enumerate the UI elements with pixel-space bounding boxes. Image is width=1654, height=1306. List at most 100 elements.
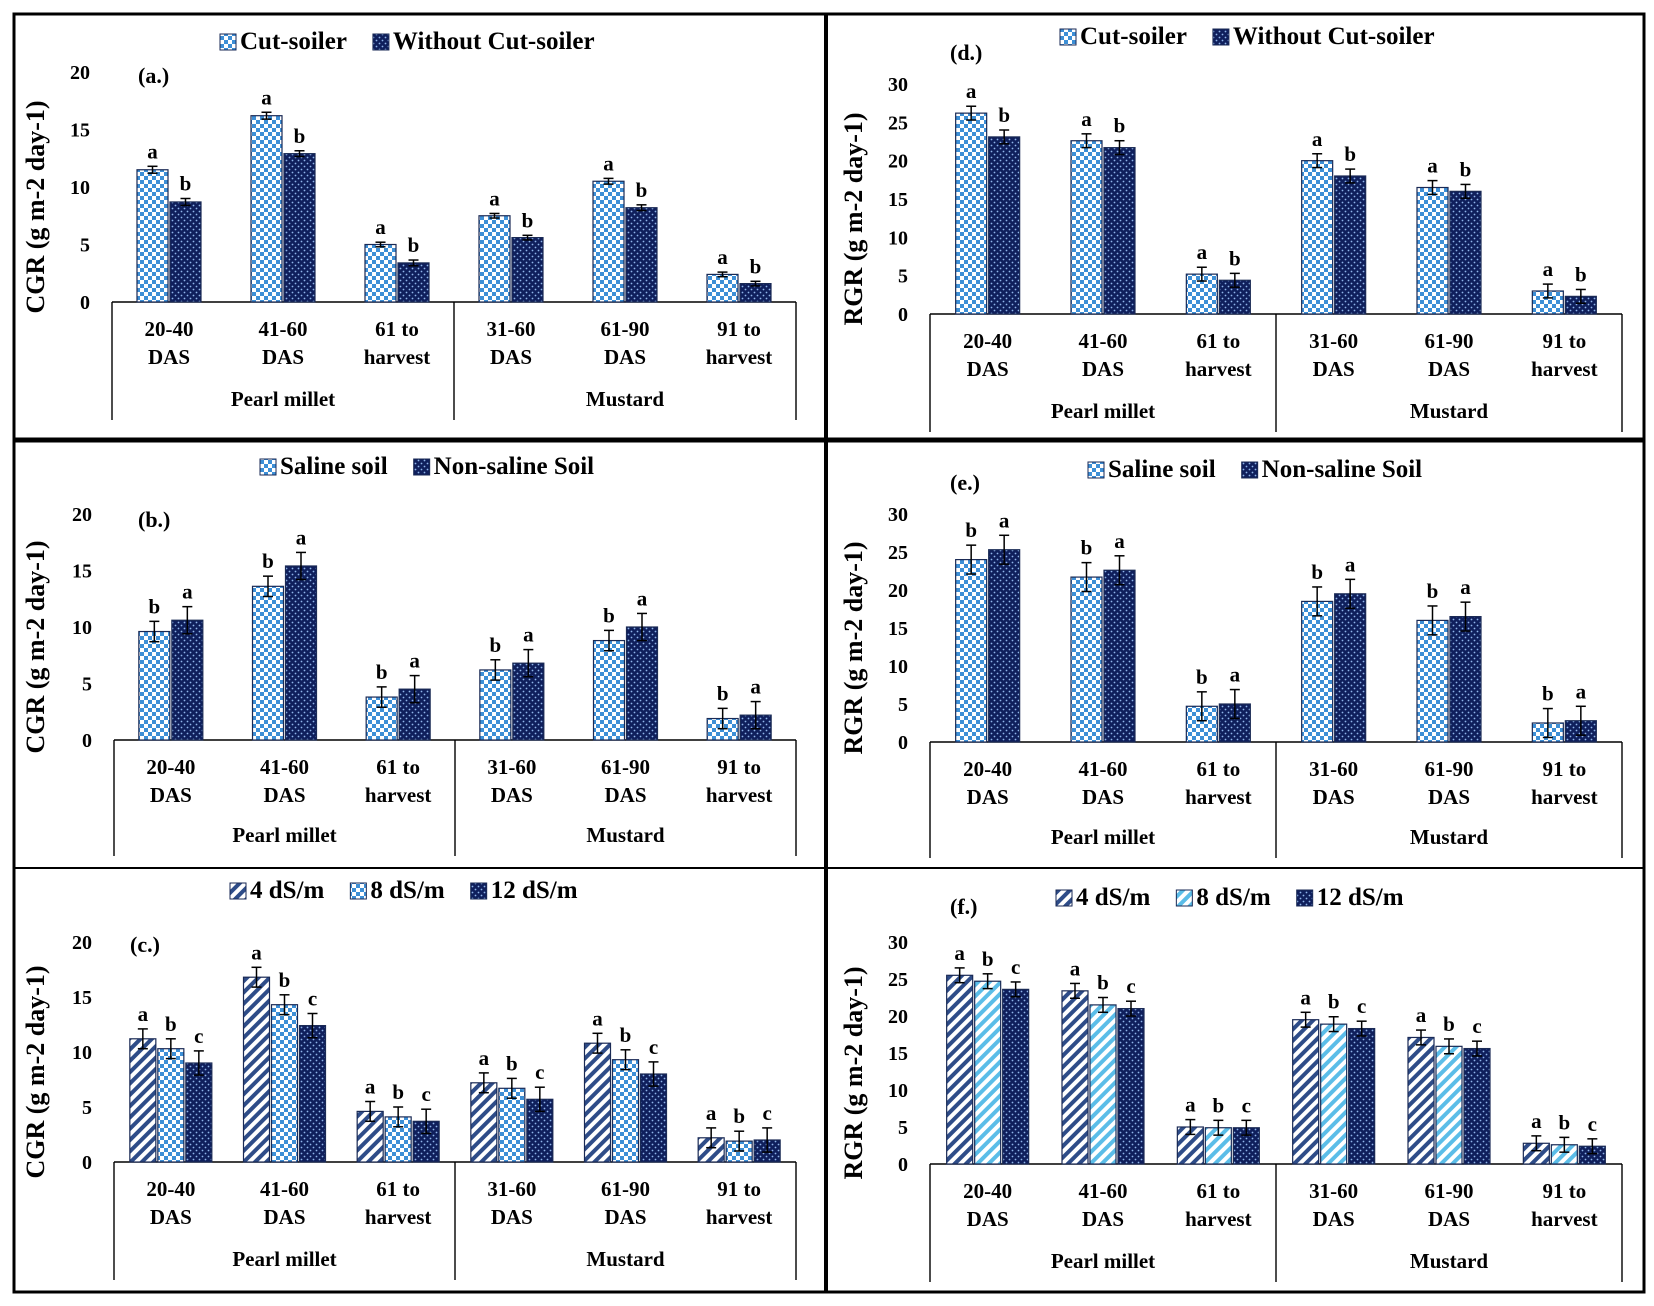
category-label: 61-90 [601, 1177, 650, 1201]
category-label: 20-40 [963, 757, 1012, 781]
legend-swatch [229, 882, 247, 900]
bar [270, 1004, 299, 1163]
significance-letter: b [148, 594, 160, 618]
y-tick-label: 5 [80, 235, 90, 257]
bar [364, 243, 397, 303]
category-label: 31-60 [1309, 329, 1358, 353]
significance-letter: a [954, 941, 965, 965]
legend-entry: 12 dS/m [491, 877, 578, 904]
significance-letter: a [1185, 1093, 1196, 1117]
bar [129, 1038, 157, 1163]
figure-frame [12, 12, 1646, 1294]
legend-entry: Non-saline Soil [1262, 456, 1423, 483]
bar [251, 585, 285, 741]
category-label: harvest [1185, 357, 1252, 381]
significance-letter: a [1345, 552, 1356, 576]
bar [639, 1073, 668, 1163]
significance-letter: b [1460, 157, 1472, 181]
significance-letter: a [966, 79, 977, 103]
group-label: Mustard [586, 387, 664, 411]
legend-swatch [413, 458, 431, 476]
category-label: harvest [364, 345, 431, 369]
y-tick-label: 0 [898, 304, 908, 326]
bar [1117, 1007, 1145, 1165]
significance-letter: b [1558, 1110, 1570, 1134]
bar [397, 262, 430, 303]
significance-letter: a [603, 151, 614, 175]
significance-letter: c [1357, 994, 1366, 1018]
category-label: harvest [1185, 1207, 1252, 1231]
y-axis-label: RGR (g m-2 day-1) [839, 112, 868, 325]
significance-letter: b [1114, 114, 1126, 138]
category-label: 31-60 [1309, 757, 1358, 781]
legend-swatch [1059, 28, 1077, 46]
legend-swatch [1241, 461, 1259, 479]
significance-letter: a [717, 245, 728, 269]
category-label: 41-60 [1079, 1179, 1128, 1203]
bar [955, 558, 988, 743]
category-label: DAS [491, 783, 533, 807]
category-label: DAS [967, 785, 1009, 809]
chart-panel-d: 0 5 10 15 20 25 30 RGR (g m-2 day-1) Pearl mille… [839, 23, 1623, 432]
bar [185, 1062, 213, 1163]
bar [625, 207, 658, 303]
chart-panel-f: 0 5 10 15 20 25 30 RGR (g m-2 day-1) Pearl mille… [839, 884, 1623, 1282]
significance-letter: b [982, 947, 994, 971]
y-tick-label: 15 [888, 189, 908, 211]
legend-entry: 12 dS/m [1317, 884, 1404, 911]
category-label: 20-40 [146, 755, 195, 779]
category-label: harvest [1531, 357, 1598, 381]
category-label: harvest [1185, 785, 1252, 809]
significance-letter: b [965, 518, 977, 542]
significance-letter: b [262, 549, 274, 573]
y-tick-label: 10 [888, 1080, 908, 1102]
bar [583, 1042, 612, 1163]
category-label: DAS [604, 1205, 646, 1229]
category-label: harvest [1531, 785, 1598, 809]
category-label: 61 to [376, 1177, 420, 1201]
y-tick-label: 10 [72, 1042, 92, 1064]
group-label: Mustard [586, 1247, 664, 1271]
bar [470, 1082, 498, 1163]
category-label: 20-40 [963, 1179, 1012, 1203]
category-label: 61-90 [1425, 329, 1474, 353]
significance-letter: b [392, 1080, 404, 1104]
bar [1301, 600, 1334, 743]
significance-letter: a [365, 1075, 376, 1099]
significance-letter: b [489, 633, 501, 657]
y-tick-label: 5 [898, 694, 908, 716]
significance-letter: b [1196, 665, 1208, 689]
bar [298, 1024, 327, 1163]
category-label: 20-40 [963, 329, 1012, 353]
bar [511, 237, 544, 303]
significance-letter: b [1212, 1093, 1224, 1117]
significance-letter: a [1070, 956, 1081, 980]
y-tick-label: 10 [888, 656, 908, 678]
category-label: 31-60 [1309, 1179, 1358, 1203]
y-tick-label: 0 [80, 292, 90, 314]
significance-letter: c [763, 1101, 772, 1125]
significance-letter: b [376, 660, 388, 684]
significance-letter: c [535, 1060, 544, 1084]
significance-letter: b [603, 603, 615, 627]
y-tick-label: 15 [72, 987, 92, 1009]
y-tick-label: 25 [888, 969, 908, 991]
significance-letter: a [1460, 575, 1471, 599]
category-label: 61-90 [1425, 1179, 1474, 1203]
legend-entry: 4 dS/m [1076, 884, 1151, 911]
category-label: DAS [491, 1205, 533, 1229]
significance-letter: a [523, 623, 534, 647]
group-label: Mustard [586, 823, 664, 847]
bar [1002, 988, 1030, 1165]
category-label: DAS [490, 345, 532, 369]
panel-label: (f.) [950, 894, 977, 919]
category-label: 20-40 [146, 1177, 195, 1201]
bar [136, 169, 169, 303]
category-label: DAS [1082, 1207, 1124, 1231]
bar [157, 1048, 185, 1163]
legend-entry: Non-saline Soil [434, 453, 595, 480]
y-tick-label: 0 [898, 1154, 908, 1176]
significance-letter: a [1576, 679, 1587, 703]
bar [1320, 1023, 1348, 1165]
